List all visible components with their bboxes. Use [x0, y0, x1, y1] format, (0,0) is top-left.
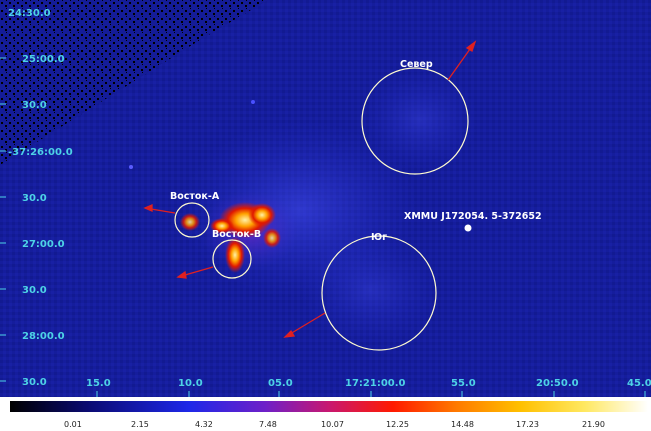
direction-arrows: [143, 40, 477, 338]
dec-tick: 30.0: [22, 100, 47, 111]
label-north: Север: [400, 59, 433, 70]
ra-tick: 45.0: [627, 378, 651, 389]
label-south: Юг: [371, 232, 387, 243]
dec-tick: -37:26:00.0: [8, 147, 73, 158]
colorbar-label: 17.23: [516, 420, 539, 429]
bright-emission: [180, 190, 300, 273]
dark-corner: [0, 0, 268, 165]
colorbar-label: 0.01: [64, 420, 82, 429]
region-north[interactable]: [361, 67, 469, 175]
label-source: XMMU J172054. 5-372652: [404, 211, 542, 222]
region-south[interactable]: [321, 235, 437, 351]
dec-tick: 30.0: [22, 193, 47, 204]
colorbar: [10, 401, 648, 412]
colorbar-label: 2.15: [131, 420, 149, 429]
colorbar-label: 21.90: [582, 420, 605, 429]
source-marker[interactable]: [464, 224, 472, 232]
ra-tick: 15.0: [86, 378, 111, 389]
ra-axis: 15.0 10.0 05.0 17:21:00.0 55.0 20:50.0 4…: [86, 378, 651, 397]
ra-tick: 05.0: [268, 378, 293, 389]
colorbar-label: 10.07: [321, 420, 344, 429]
ra-tick: 55.0: [451, 378, 476, 389]
dec-axis: 24:30.0 25:00.0 30.0 -37:26:00.0 30.0 27…: [0, 8, 73, 388]
region-east-b[interactable]: [212, 239, 252, 279]
ra-tick: 10.0: [178, 378, 203, 389]
ra-tick: 20:50.0: [536, 378, 579, 389]
colorbar-label: 4.32: [195, 420, 213, 429]
colorbar-label: 7.48: [259, 420, 277, 429]
label-east-b: Восток-В: [212, 229, 261, 240]
dec-tick: 28:00.0: [22, 331, 65, 342]
dec-tick: 24:30.0: [8, 8, 51, 19]
dec-tick: 25:00.0: [22, 54, 65, 65]
label-east-a: Восток-А: [170, 191, 220, 202]
colorbar-label: 12.25: [386, 420, 409, 429]
dec-tick: 30.0: [22, 377, 47, 388]
region-east-a[interactable]: [174, 202, 210, 238]
colorbar-labels: 0.01 2.15 4.32 7.48 10.07 12.25 14.48 17…: [64, 420, 605, 429]
colorbar-label: 14.48: [451, 420, 474, 429]
dec-tick: 30.0: [22, 285, 47, 296]
ra-tick: 17:21:00.0: [345, 378, 406, 389]
dec-tick: 27:00.0: [22, 239, 65, 250]
